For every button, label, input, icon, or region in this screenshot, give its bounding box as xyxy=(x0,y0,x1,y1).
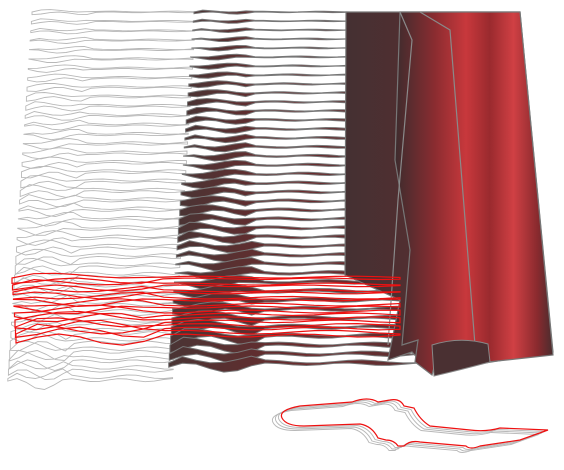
outline-slice xyxy=(22,147,188,160)
outline-slice xyxy=(31,9,197,16)
filled-slice xyxy=(187,89,362,98)
extruded-surface xyxy=(344,11,554,377)
outline-slice xyxy=(18,202,184,217)
filled-slice xyxy=(192,27,353,34)
filled-slice xyxy=(183,142,369,153)
outline-slice xyxy=(16,230,183,246)
filled-slice xyxy=(189,62,358,70)
outline-slice xyxy=(23,129,189,141)
filled-slice xyxy=(188,71,359,79)
filled-slice xyxy=(181,177,374,190)
outline-slice-layers xyxy=(7,9,197,390)
highlighted-slice xyxy=(12,285,401,300)
outline-slice xyxy=(21,156,187,169)
filled-slice xyxy=(168,345,417,364)
outline-slice xyxy=(12,285,179,304)
highlighted-slice xyxy=(15,323,401,346)
outline-slice xyxy=(28,46,195,54)
outline-slice xyxy=(20,174,186,189)
outline-slice xyxy=(29,36,195,44)
highlighted-slice-layers xyxy=(11,272,401,346)
outline-slice xyxy=(28,55,194,63)
outline-slice xyxy=(30,18,196,25)
filled-slice xyxy=(191,44,356,52)
filled-slice xyxy=(191,36,355,42)
outline-slice xyxy=(7,368,174,390)
base-curve-highlight xyxy=(280,398,549,449)
highlighted-slice xyxy=(11,272,401,285)
outline-slice xyxy=(27,64,193,73)
surface-fold-line xyxy=(419,11,476,346)
outline-slice xyxy=(15,248,181,266)
outline-slice xyxy=(9,340,175,362)
outline-slice xyxy=(24,119,190,131)
outline-slice xyxy=(25,101,191,112)
highlighted-slice xyxy=(13,298,401,315)
filled-slice xyxy=(181,168,373,180)
highlighted-slice xyxy=(13,304,401,323)
filled-slice xyxy=(185,115,365,125)
outline-slice xyxy=(25,92,192,102)
outline-slice xyxy=(16,239,182,256)
base-profile-curve xyxy=(271,398,549,453)
filled-slice xyxy=(184,133,368,144)
filled-slice xyxy=(192,18,352,24)
filled-slice xyxy=(188,80,361,89)
outline-slice xyxy=(24,111,190,121)
surface-rim xyxy=(431,339,491,377)
filled-slice xyxy=(168,355,418,373)
outline-slice xyxy=(7,360,174,381)
filled-slice xyxy=(187,97,363,107)
highlighted-slice xyxy=(11,278,401,292)
outline-slice xyxy=(27,73,193,83)
highlighted-slice xyxy=(14,310,401,331)
surface-fold-line xyxy=(387,11,413,346)
outline-slice xyxy=(17,220,183,236)
surface-front-panel xyxy=(394,11,554,377)
outline-slice xyxy=(30,27,196,35)
filled-slice xyxy=(189,53,357,61)
outline-slice xyxy=(19,184,186,198)
highlighted-slice xyxy=(14,317,401,339)
filled-slice xyxy=(186,107,364,116)
filled-slice xyxy=(193,9,351,15)
filled-slice xyxy=(182,159,371,171)
highlighted-slice xyxy=(12,291,401,308)
outline-slice xyxy=(19,194,185,208)
filled-slice xyxy=(185,124,367,134)
outline-slice xyxy=(22,138,189,150)
filled-slice xyxy=(183,151,370,162)
outline-slice xyxy=(26,83,192,92)
